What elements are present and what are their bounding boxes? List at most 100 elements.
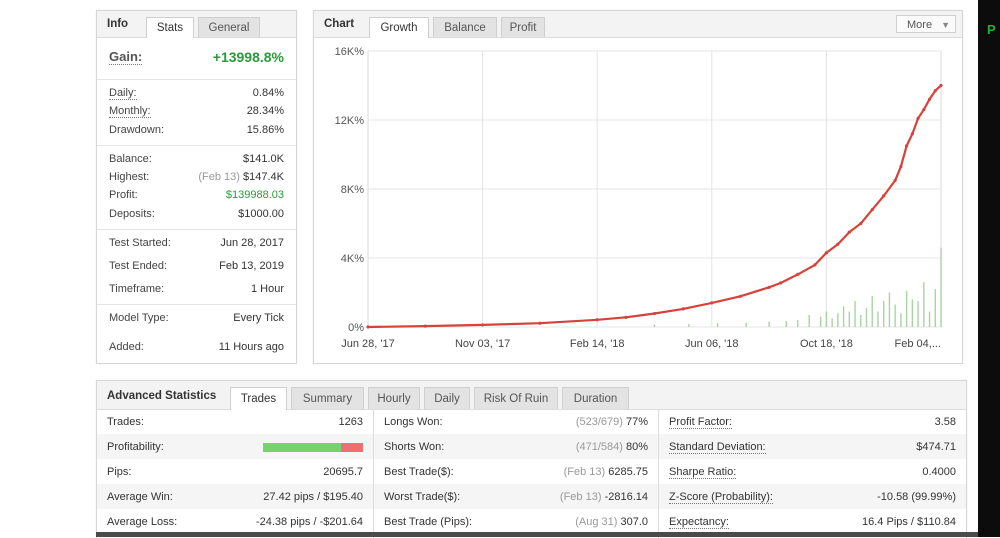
volume-bar	[923, 282, 925, 327]
growth-point	[710, 301, 714, 305]
volume-bar	[653, 324, 656, 327]
volume-bar	[768, 321, 770, 327]
gain-row: Gain: +13998.8%	[109, 49, 284, 71]
tab-duration[interactable]: Duration	[562, 387, 629, 409]
average-loss-cell: Average Loss: -24.38 pips / -$201.64	[97, 510, 373, 534]
tab-growth[interactable]: Growth	[369, 17, 429, 38]
trades-cell: Trades: 1263	[97, 410, 373, 434]
volume-bar	[785, 320, 787, 327]
volume-bar	[871, 295, 873, 327]
profit-label: Profit:	[109, 189, 138, 201]
longs-won-cell: Longs Won: (523/679) 77%	[374, 410, 658, 434]
growth-point	[916, 116, 920, 120]
tab-balance[interactable]: Balance	[433, 17, 497, 37]
drawdown-value: 15.86%	[246, 124, 284, 136]
growth-point	[870, 208, 874, 212]
worst-trade-sub: (Feb 13)	[559, 491, 602, 503]
gain-label[interactable]: Gain:	[109, 49, 143, 65]
worst-trade-cell: Worst Trade($): (Feb 13) -2816.14	[374, 485, 658, 509]
test-started-value: Jun 28, 2017	[220, 237, 284, 249]
drawdown-label: Drawdown:	[109, 124, 165, 136]
growth-point	[538, 321, 542, 325]
divider	[97, 145, 296, 146]
model-type-label: Model Type:	[109, 312, 169, 324]
more-dropdown[interactable]: More ▼	[896, 15, 956, 33]
volume-bar	[917, 301, 919, 327]
best-trade-value: 6285.75	[608, 466, 648, 478]
advanced-statistics-panel: Advanced Statistics Trades Summary Hourl…	[96, 380, 967, 538]
tab-risk-of-ruin[interactable]: Risk Of Ruin	[474, 387, 558, 409]
balance-row: Balance: $141.0K	[109, 153, 284, 169]
y-tick-label: 4K%	[341, 253, 364, 265]
tab-stats[interactable]: Stats	[146, 17, 194, 38]
profitability-win-segment	[263, 443, 341, 452]
balance-label: Balance:	[109, 153, 152, 165]
deposits-value: $1000.00	[238, 208, 284, 220]
chart-panel: Chart Growth Balance Profit More ▼ 16K% 1…	[313, 10, 963, 364]
worst-trade-label: Worst Trade($):	[384, 491, 461, 503]
tab-trades[interactable]: Trades	[230, 387, 287, 410]
volume-bar	[905, 290, 908, 327]
advanced-title: Advanced Statistics	[107, 390, 217, 402]
standard-deviation-label[interactable]: Standard Deviation:	[669, 441, 766, 454]
expectancy-label[interactable]: Expectancy:	[669, 516, 729, 529]
growth-point	[836, 242, 840, 246]
pips-value: 20695.7	[323, 466, 363, 478]
profit-row: Profit: $139988.03	[109, 189, 284, 205]
profitability-label: Profitability:	[107, 441, 164, 453]
shorts-won-label: Shorts Won:	[384, 441, 445, 453]
bottom-scrollbar[interactable]	[96, 532, 978, 537]
monthly-label[interactable]: Monthly:	[109, 105, 151, 118]
volume-bar	[888, 292, 891, 327]
x-tick-label: Feb 14, '18	[570, 338, 625, 350]
pips-cell: Pips: 20695.7	[97, 460, 373, 484]
average-loss-value: -24.38 pips / -$201.64	[255, 516, 363, 528]
standard-deviation-cell: Standard Deviation: $474.71	[659, 435, 966, 459]
tab-general[interactable]: General	[198, 17, 260, 37]
growth-point	[899, 164, 903, 169]
info-title: Info	[107, 18, 129, 30]
divider	[97, 79, 296, 80]
column-divider	[373, 409, 374, 538]
growth-point	[423, 324, 427, 328]
y-tick-label: 8K%	[341, 184, 364, 196]
growth-point	[922, 108, 926, 112]
chart-title: Chart	[324, 18, 355, 30]
row-band	[97, 434, 966, 459]
model-type-value: Every Tick	[233, 312, 284, 324]
edge-text: P	[987, 22, 996, 37]
tab-profit[interactable]: Profit	[501, 17, 545, 37]
page-edge-strip: P	[978, 0, 1000, 537]
volume-bar	[894, 304, 896, 327]
shorts-won-value: 80%	[625, 441, 648, 453]
volume-bar	[716, 323, 719, 327]
profit-factor-value: 3.58	[934, 416, 956, 428]
profit-value: $139988.03	[225, 189, 284, 201]
z-score-label[interactable]: Z-Score (Probability):	[669, 491, 773, 504]
profitability-loss-segment	[341, 443, 363, 452]
sharpe-ratio-label[interactable]: Sharpe Ratio:	[669, 466, 737, 479]
growth-point	[859, 221, 863, 226]
divider	[97, 229, 296, 230]
best-trade-label: Best Trade($):	[384, 466, 454, 478]
tab-summary[interactable]: Summary	[291, 387, 364, 409]
growth-point	[624, 315, 628, 319]
daily-label[interactable]: Daily:	[109, 87, 137, 100]
volume-bar	[819, 316, 822, 327]
volume-bar	[883, 301, 885, 327]
growth-point	[778, 281, 783, 285]
y-tick-label: 16K%	[335, 46, 365, 58]
volume-bar	[911, 299, 914, 327]
profit-factor-label[interactable]: Profit Factor:	[669, 416, 732, 429]
trades-label: Trades:	[107, 416, 144, 428]
deposits-label: Deposits:	[109, 208, 155, 220]
tab-daily[interactable]: Daily	[424, 387, 470, 409]
z-score-cell: Z-Score (Probability): -10.58 (99.99%)	[659, 485, 966, 509]
growth-point	[939, 83, 943, 88]
growth-point	[893, 178, 897, 182]
y-tick-label: 0%	[348, 322, 364, 334]
test-ended-row: Test Ended: Feb 13, 2019	[109, 260, 284, 276]
chart-header: Chart Growth Balance Profit More ▼	[314, 11, 962, 38]
info-panel: Info Stats General Gain: +13998.8% Daily…	[96, 10, 297, 364]
tab-hourly[interactable]: Hourly	[368, 387, 420, 409]
